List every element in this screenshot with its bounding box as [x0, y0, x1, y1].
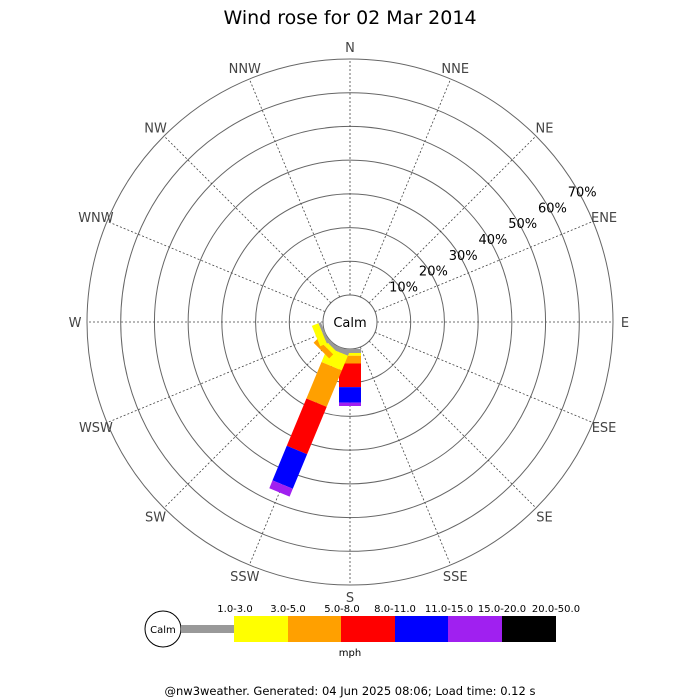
grid-spoke-sw: [163, 340, 332, 509]
axis-labels: Calm N NNE NE ENE E ESE SE SSE S SSW SW WSW W WNW NW NNW…: [69, 41, 630, 606]
grid-spoke-nnw: [248, 78, 341, 298]
direction-label-wsw: WSW: [79, 421, 113, 436]
legend-calm-label: Calm: [150, 625, 176, 636]
legend-bin-label-5: 15.0-20.0: [478, 604, 526, 615]
bar-s-bin-5: [339, 402, 361, 406]
grid-spoke-nne: [359, 78, 452, 298]
direction-label-ese: ESE: [592, 421, 617, 436]
legend-bin-label-2: 5.0-8.0: [324, 604, 359, 615]
ring-label-60pct: 60%: [538, 201, 567, 216]
bar-ssw-bin-3: [286, 398, 327, 455]
grid-spoke-sse: [359, 346, 452, 566]
legend-bin-label-6: 20.0-50.0: [532, 604, 580, 615]
grid-spoke-wsw: [106, 331, 326, 424]
direction-label-ene: ENE: [591, 211, 617, 226]
legend-swatch-6: [502, 616, 556, 642]
grid-spoke-ene: [374, 220, 594, 313]
direction-label-sw: SW: [145, 510, 166, 525]
grid-spoke-wnw: [106, 220, 326, 313]
direction-label-wnw: WNW: [78, 211, 114, 226]
legend-bin-label-3: 8.0-11.0: [374, 604, 416, 615]
legend-swatch-0: [181, 625, 235, 633]
legend-swatch-3: [341, 616, 395, 642]
grid-ring-20pct: [255, 227, 445, 417]
bar-ssw-bin-4: [272, 445, 308, 489]
legend-swatch-5: [448, 616, 502, 642]
direction-label-s: S: [346, 591, 354, 606]
grid-spoke-ese: [374, 331, 594, 424]
grid-ring-40pct: [187, 159, 513, 485]
direction-label-se: SE: [536, 510, 552, 525]
direction-label-nw: NW: [144, 122, 167, 137]
direction-label-e: E: [621, 316, 629, 331]
chart-title: Wind rose for 02 Mar 2014: [223, 7, 476, 29]
grid-spoke-se: [368, 340, 537, 509]
direction-label-sse: SSE: [443, 570, 468, 585]
calm-label: Calm: [333, 316, 366, 331]
grid-ring-60pct: [120, 92, 580, 552]
direction-label-ssw: SSW: [230, 570, 260, 585]
wind-bars: [269, 322, 361, 497]
grid-spoke-nw: [163, 135, 332, 304]
direction-label-nne: NNE: [441, 62, 469, 77]
legend-bin-label-4: 11.0-15.0: [425, 604, 473, 615]
legend-swatch-4: [395, 616, 449, 642]
ring-label-40pct: 40%: [478, 233, 507, 248]
bar-wsw-bin-1: [311, 323, 327, 347]
direction-label-ne: NE: [535, 122, 553, 137]
ring-label-10pct: 10%: [389, 280, 418, 295]
bar-s-bin-4: [339, 387, 361, 403]
footer-text: @nw3weather. Generated: 04 Jun 2025 08:0…: [165, 684, 536, 698]
ring-label-20pct: 20%: [419, 265, 448, 280]
bar-s-bin-3: [339, 363, 361, 388]
direction-label-w: W: [69, 316, 82, 331]
bar-ssw-bin-2: [306, 362, 342, 407]
bar-ssw-bin-5: [269, 480, 293, 497]
bar-wsw-bin-0: [318, 322, 330, 344]
ring-label-70pct: 70%: [568, 186, 597, 201]
ring-label-50pct: 50%: [508, 217, 537, 232]
direction-label-nnw: NNW: [229, 62, 261, 77]
legend-bin-label-0: 1.0-3.0: [217, 604, 252, 615]
direction-label-n: N: [345, 41, 355, 56]
legend-unit-label: mph: [339, 648, 361, 659]
ring-label-30pct: 30%: [449, 249, 478, 264]
grid-spoke-ne: [368, 135, 537, 304]
bar-sw-bin-2: [313, 338, 334, 359]
legend-swatch-1: [234, 616, 288, 642]
grid-ring-70pct: [86, 58, 614, 586]
legend-bin-label-1: 3.0-5.0: [270, 604, 305, 615]
legend-swatch-2: [288, 616, 342, 642]
speed-legend: Calm 1.0-3.0 3.0-5.0 5.0-8.0 8.0-11.0 11.0-15…: [144, 604, 580, 659]
